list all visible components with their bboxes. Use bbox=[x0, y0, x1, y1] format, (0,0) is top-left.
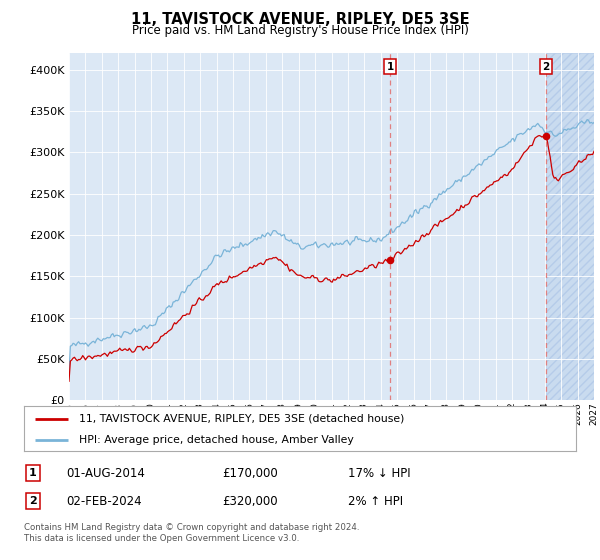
Point bbox=[541, 132, 551, 141]
Text: £320,000: £320,000 bbox=[222, 494, 278, 508]
Text: 2% ↑ HPI: 2% ↑ HPI bbox=[348, 494, 403, 508]
Text: This data is licensed under the Open Government Licence v3.0.: This data is licensed under the Open Gov… bbox=[24, 534, 299, 543]
Text: Price paid vs. HM Land Registry's House Price Index (HPI): Price paid vs. HM Land Registry's House … bbox=[131, 24, 469, 37]
Bar bbox=[546, 53, 594, 400]
Text: 2: 2 bbox=[29, 496, 37, 506]
Text: 1: 1 bbox=[386, 62, 394, 72]
Text: £170,000: £170,000 bbox=[222, 466, 278, 480]
Text: 1: 1 bbox=[29, 468, 37, 478]
Text: 17% ↓ HPI: 17% ↓ HPI bbox=[348, 466, 410, 480]
Text: 2: 2 bbox=[542, 62, 550, 72]
Text: HPI: Average price, detached house, Amber Valley: HPI: Average price, detached house, Ambe… bbox=[79, 435, 354, 445]
Text: 11, TAVISTOCK AVENUE, RIPLEY, DE5 3SE (detached house): 11, TAVISTOCK AVENUE, RIPLEY, DE5 3SE (d… bbox=[79, 413, 404, 423]
Text: 01-AUG-2014: 01-AUG-2014 bbox=[66, 466, 145, 480]
Text: Contains HM Land Registry data © Crown copyright and database right 2024.: Contains HM Land Registry data © Crown c… bbox=[24, 523, 359, 532]
Text: 02-FEB-2024: 02-FEB-2024 bbox=[66, 494, 142, 508]
Point bbox=[385, 255, 395, 264]
Text: 11, TAVISTOCK AVENUE, RIPLEY, DE5 3SE: 11, TAVISTOCK AVENUE, RIPLEY, DE5 3SE bbox=[131, 12, 469, 27]
